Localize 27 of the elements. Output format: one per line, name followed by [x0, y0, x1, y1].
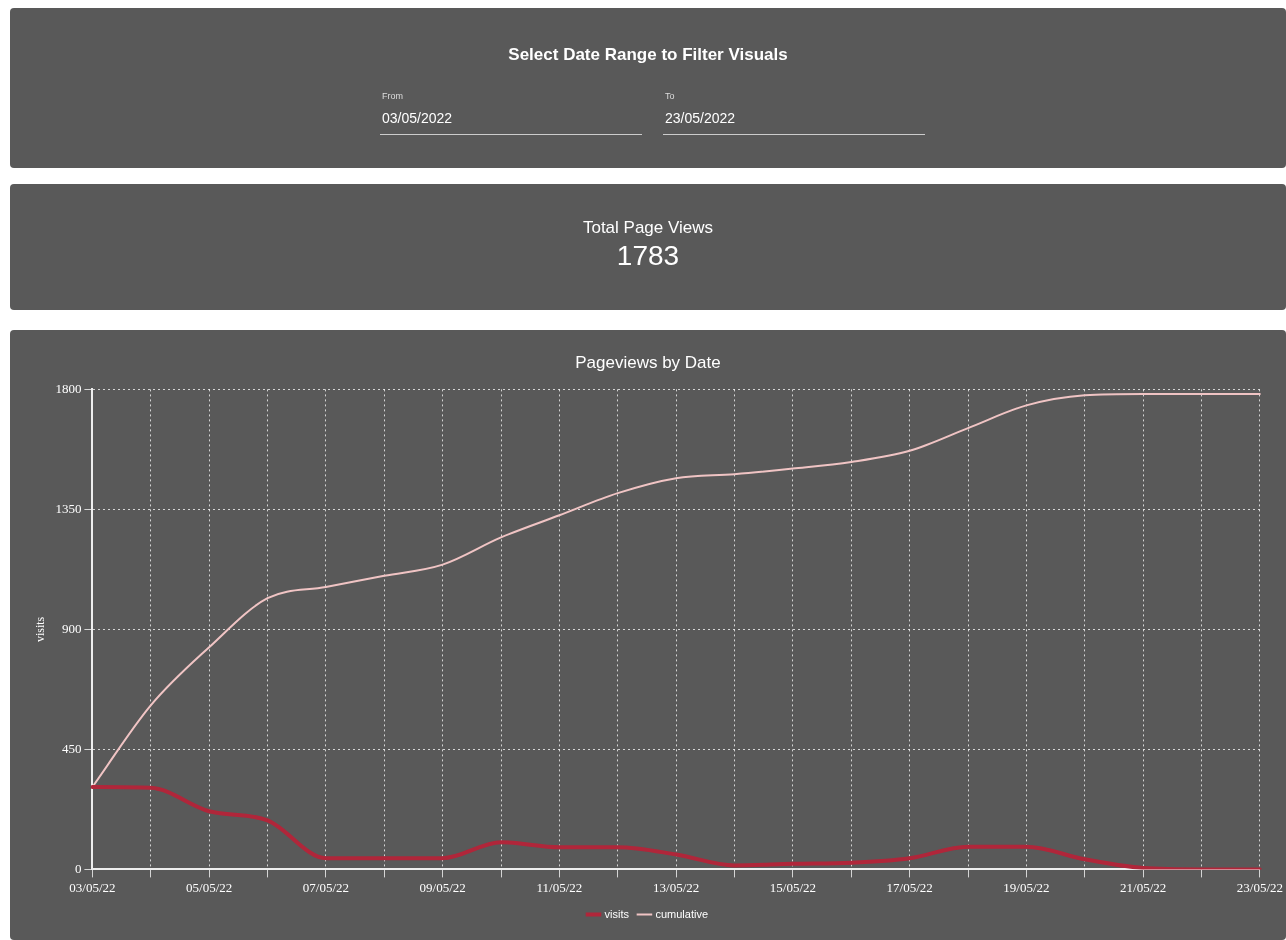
x-tick-label: 21/05/22: [1120, 879, 1167, 895]
legend-label: visits: [604, 907, 630, 920]
x-tick-label: 23/05/22: [1236, 879, 1284, 895]
x-tick-label: 09/05/22: [419, 879, 466, 895]
text: 23/05/2022: [665, 110, 736, 126]
x-tick-label: 07/05/22: [302, 879, 350, 895]
text: 1783: [615, 240, 681, 272]
text: To: [665, 91, 675, 101]
x-tick-label: 19/05/22: [1003, 879, 1050, 895]
x-tick-label: 15/05/22: [769, 879, 817, 895]
y-tick-label: 450: [61, 740, 82, 756]
y-tick-label: 1800: [55, 380, 82, 396]
text: Select Date Range to Filter Visuals: [507, 45, 789, 65]
x-tick-label: 11/05/22: [536, 879, 583, 895]
x-tick-label: 05/05/22: [186, 879, 233, 895]
text: From: [382, 91, 403, 101]
text: 03/05/2022: [382, 110, 453, 126]
text: Total Page Views: [581, 218, 715, 238]
y-tick-label: 0: [74, 860, 82, 876]
x-tick-label: 17/05/22: [886, 879, 933, 895]
x-tick-label: 13/05/22: [653, 879, 700, 895]
y-axis-title: visits: [33, 616, 48, 643]
legend-label: cumulative: [655, 907, 709, 920]
y-tick-label: 900: [61, 620, 82, 636]
x-tick-label: 03/05/22: [69, 879, 116, 895]
chart-title: Pageviews by Date: [575, 352, 721, 372]
y-tick-label: 1350: [55, 500, 82, 516]
